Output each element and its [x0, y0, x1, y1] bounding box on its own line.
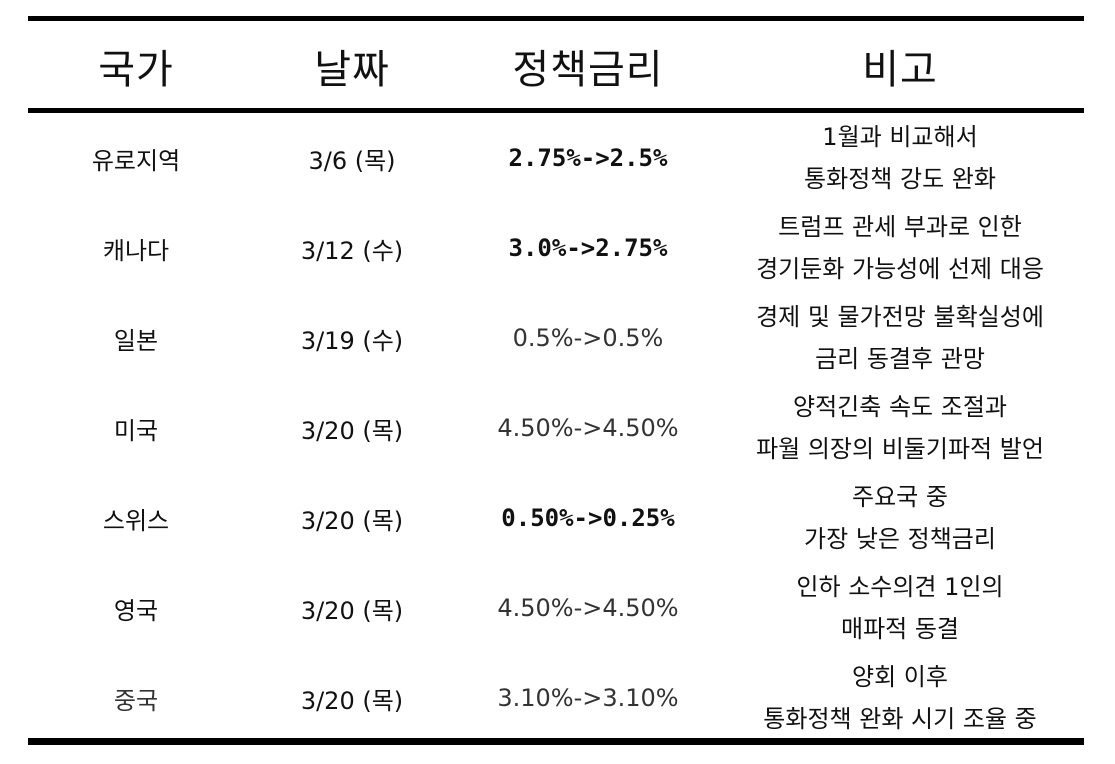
- note-line: 통화정책 강도 완화: [804, 165, 996, 193]
- note-line: 경제 및 물가전망 불확실성에: [756, 303, 1044, 331]
- note-line: 금리 동결후 관망: [815, 345, 985, 373]
- table-row: 유로지역 3/6 (목) 2.75%->2.5% 1월과 비교해서 통화정책 강…: [28, 113, 1084, 203]
- date-cell: 3/20 (목): [300, 596, 404, 625]
- table-row: 중국 3/20 (목) 3.10%->3.10% 양회 이후 통화정책 완화 시…: [28, 653, 1084, 743]
- date-cell: 3/20 (목): [300, 506, 404, 535]
- table-row: 스위스 3/20 (목) 0.50%->0.25% 주요국 중 가장 낮은 정책…: [28, 473, 1084, 563]
- table-row: 캐나다 3/12 (수) 3.0%->2.75% 트럼프 관세 부과로 인한 경…: [28, 203, 1084, 293]
- country-cell: 일본: [113, 326, 159, 355]
- date-cell: 3/12 (수): [300, 236, 404, 265]
- note-line: 매파적 동결: [840, 615, 960, 643]
- table-row: 미국 3/20 (목) 4.50%->4.50% 양적긴축 속도 조절과 파월 …: [28, 383, 1084, 473]
- rate-cell: 3.0%->2.75%: [508, 234, 668, 262]
- note-line: 양적긴축 속도 조절과: [793, 393, 1007, 421]
- country-cell: 유로지역: [91, 146, 181, 175]
- rate-cell: 0.50%->0.25%: [501, 504, 675, 532]
- note-line: 트럼프 관세 부과로 인한: [778, 213, 1022, 241]
- country-cell: 스위스: [102, 506, 170, 535]
- date-cell: 3/6 (목): [308, 146, 396, 175]
- rate-cell: 3.10%->3.10%: [497, 684, 679, 712]
- date-cell: 3/20 (목): [300, 416, 404, 445]
- note-line: 통화정책 완화 시기 조율 중: [763, 705, 1037, 733]
- note-cell: 양회 이후 통화정책 완화 시기 조율 중: [716, 653, 1084, 743]
- top-rule: [28, 16, 1084, 21]
- bottom-rule: [28, 738, 1084, 745]
- table-row: 일본 3/19 (수) 0.5%->0.5% 경제 및 물가전망 불확실성에 금…: [28, 293, 1084, 383]
- note-cell: 경제 및 물가전망 불확실성에 금리 동결후 관망: [716, 293, 1084, 383]
- note-cell: 1월과 비교해서 통화정책 강도 완화: [716, 113, 1084, 203]
- note-line: 가장 낮은 정책금리: [804, 525, 996, 553]
- note-cell: 인하 소수의견 1인의 매파적 동결: [716, 563, 1084, 653]
- header-note: 비고: [862, 47, 938, 93]
- date-cell: 3/20 (목): [300, 686, 404, 715]
- rate-cell: 4.50%->4.50%: [497, 414, 679, 442]
- header-country: 국가: [98, 47, 174, 93]
- header-rate: 정책금리: [512, 47, 664, 93]
- country-cell: 미국: [113, 416, 159, 445]
- rate-cell: 4.50%->4.50%: [497, 594, 679, 622]
- table-row: 영국 3/20 (목) 4.50%->4.50% 인하 소수의견 1인의 매파적…: [28, 563, 1084, 653]
- date-cell: 3/19 (수): [300, 326, 404, 355]
- note-line: 주요국 중: [852, 483, 948, 511]
- note-line: 경기둔화 가능성에 선제 대응: [756, 255, 1044, 283]
- rate-cell: 0.5%->0.5%: [512, 324, 664, 352]
- country-cell: 캐나다: [102, 236, 170, 265]
- country-cell: 영국: [113, 596, 159, 625]
- note-line: 양회 이후: [852, 663, 948, 691]
- note-cell: 트럼프 관세 부과로 인한 경기둔화 가능성에 선제 대응: [716, 203, 1084, 293]
- note-cell: 주요국 중 가장 낮은 정책금리: [716, 473, 1084, 563]
- note-line: 인하 소수의견 1인의: [796, 573, 1004, 601]
- note-line: 파월 의장의 비둘기파적 발언: [756, 435, 1044, 463]
- header-rule: [28, 108, 1084, 113]
- header-date: 날짜: [314, 47, 390, 93]
- rate-cell: 2.75%->2.5%: [508, 144, 668, 172]
- note-line: 1월과 비교해서: [822, 123, 978, 151]
- country-cell: 중국: [113, 686, 159, 715]
- note-cell: 양적긴축 속도 조절과 파월 의장의 비둘기파적 발언: [716, 383, 1084, 473]
